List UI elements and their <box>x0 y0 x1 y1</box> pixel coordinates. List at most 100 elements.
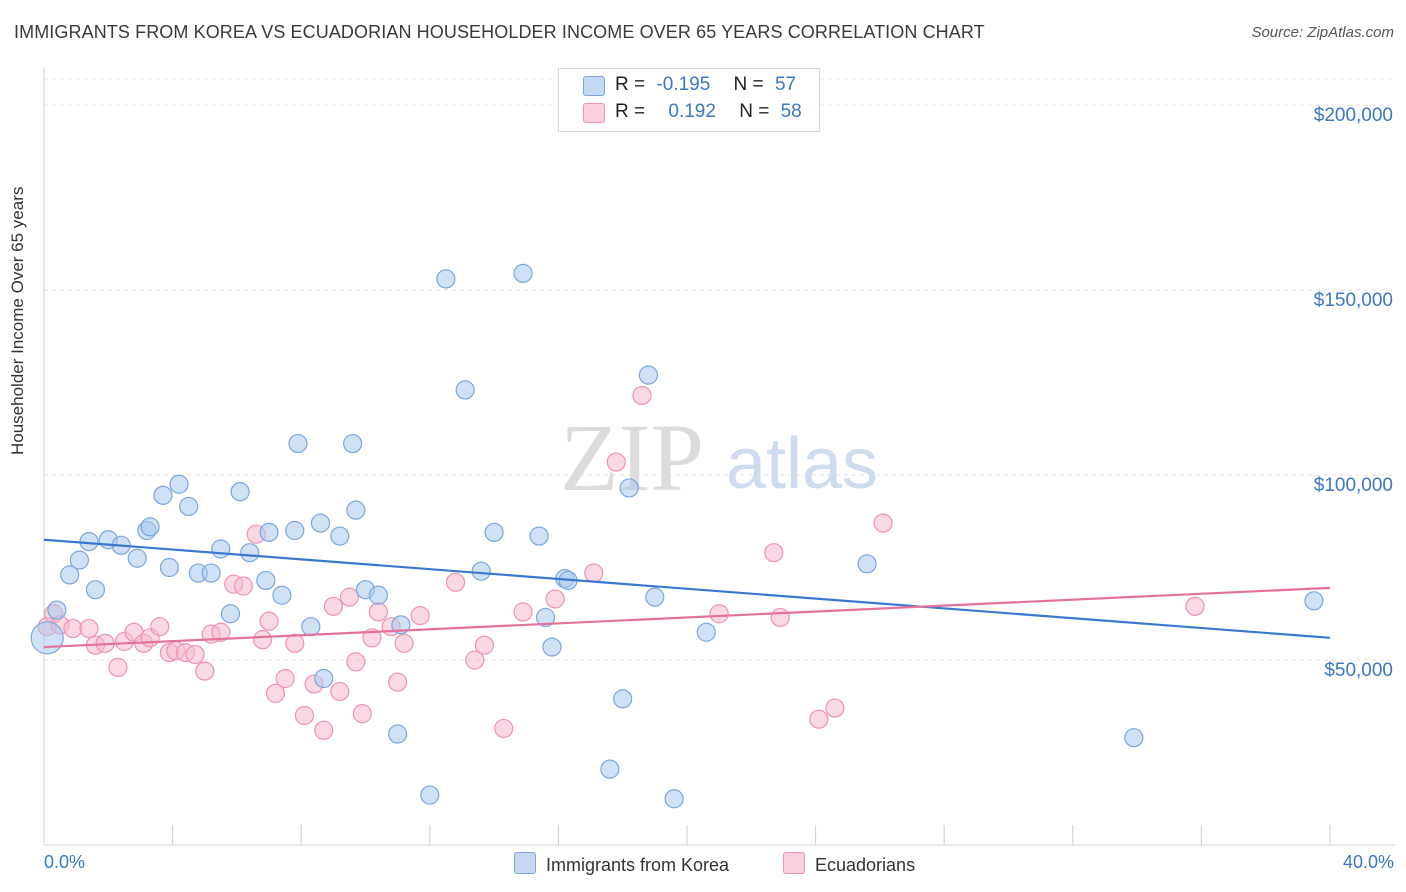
n-value: 57 <box>774 74 797 95</box>
korea-point <box>85 580 106 600</box>
n-label: N = <box>739 101 770 122</box>
korea-point <box>179 496 199 517</box>
ecuador-point <box>873 513 893 533</box>
ecuador-point <box>474 635 495 655</box>
ecuador-point <box>352 704 372 724</box>
korea-point <box>664 789 684 809</box>
ecuador-trend-line <box>43 586 1331 649</box>
y-tick-label: $100,000 <box>1314 475 1393 496</box>
ecuador-point <box>809 709 829 729</box>
korea-point <box>211 539 231 559</box>
r-value: 0.192 <box>668 101 716 122</box>
korea-point <box>330 526 350 546</box>
ecuador-point <box>513 602 533 622</box>
korea-point <box>301 617 321 637</box>
korea-point <box>140 517 160 537</box>
korea-point <box>696 622 716 642</box>
ecuador-point <box>185 644 205 665</box>
korea-point <box>256 570 276 591</box>
y-tick-labels: $50,000 $100,000 $150,000 $200,000 <box>1314 105 1393 681</box>
ecuador-point <box>1185 596 1205 616</box>
grid-lines <box>44 78 1395 661</box>
ecuador-point <box>211 622 231 642</box>
ecuador-point <box>330 681 350 702</box>
korea-points <box>30 263 1324 809</box>
korea-legend-swatch <box>514 852 536 874</box>
ecuador-point <box>150 617 170 637</box>
ecuador-point <box>285 633 305 653</box>
ecuador-point <box>233 576 253 596</box>
y-tick-label: $200,000 <box>1314 105 1393 126</box>
ecuador-point <box>368 602 388 622</box>
korea-point <box>484 522 504 542</box>
korea-point <box>159 557 179 578</box>
ecuador-point <box>79 618 99 639</box>
axes <box>43 68 1395 846</box>
korea-point <box>529 526 549 546</box>
source-label: Source: ZipAtlas.com <box>1251 24 1394 41</box>
n-value: 58 <box>780 101 802 122</box>
ecuador-point <box>632 385 652 406</box>
ecuador-point <box>394 633 414 653</box>
ecuador-point <box>545 589 565 609</box>
chart-title: IMMIGRANTS FROM KOREA VS ECUADORIAN HOUS… <box>14 22 985 42</box>
korea-point <box>201 563 221 583</box>
ecuador-point <box>108 657 128 678</box>
ecuador-point <box>314 720 334 740</box>
ecuador-point <box>709 604 729 624</box>
ecuador-point <box>465 650 485 670</box>
ecuador-point <box>445 572 466 592</box>
trend-lines <box>43 538 1331 649</box>
watermark-atlas: atlas <box>726 424 878 504</box>
korea-point <box>272 585 292 605</box>
x-tick-min: 0.0% <box>44 852 86 872</box>
ecuador-swatch <box>583 103 605 123</box>
legend-item-ecuador: Ecuadorians <box>783 852 915 876</box>
korea-point <box>285 520 305 541</box>
y-axis-label: Householder Income Over 65 years <box>8 186 27 455</box>
korea-point <box>60 565 80 585</box>
ecuador-legend-swatch <box>783 852 805 874</box>
ecuador-point <box>494 718 514 739</box>
korea-point <box>420 785 440 805</box>
korea-point <box>638 365 659 385</box>
y-tick-label: $150,000 <box>1314 290 1393 311</box>
ecuador-point <box>253 630 273 650</box>
korea-point <box>346 500 366 520</box>
ecuador-point <box>362 628 382 648</box>
ecuador-point <box>323 596 343 616</box>
korea-point <box>535 607 556 628</box>
korea-point <box>368 585 388 605</box>
korea-point <box>542 637 562 657</box>
korea-point <box>436 269 456 289</box>
korea-point <box>388 724 408 744</box>
korea-point <box>1304 591 1324 611</box>
r-value: -0.195 <box>656 74 711 95</box>
ecuador-point <box>195 661 215 681</box>
ecuador-point <box>339 587 360 607</box>
korea-point <box>645 587 665 607</box>
korea-trend-line <box>43 538 1331 639</box>
legend-ecuador-label: Ecuadorians <box>815 855 916 875</box>
korea-point <box>259 522 279 542</box>
korea-point <box>230 482 250 502</box>
x-tick-max: 40.0% <box>1342 852 1394 872</box>
ecuador-point <box>388 672 408 692</box>
korea-point <box>310 513 331 533</box>
korea-point <box>600 759 620 779</box>
stats-legend: R = -0.195 N = 57 R = 0.192 N = 58 <box>558 68 820 132</box>
legend-korea-label: Immigrants from Korea <box>546 855 730 875</box>
ecuador-point <box>265 683 286 703</box>
korea-point <box>69 550 89 570</box>
ecuador-point <box>770 607 790 628</box>
ecuador-point <box>294 705 315 726</box>
korea-point <box>30 621 64 655</box>
ecuador-point <box>584 563 604 583</box>
watermark: ZIP atlas <box>560 404 878 511</box>
ecuador-point <box>275 668 295 689</box>
korea-point <box>455 380 475 400</box>
korea-point <box>153 485 173 505</box>
korea-point <box>619 478 639 498</box>
ecuador-point <box>606 452 626 472</box>
